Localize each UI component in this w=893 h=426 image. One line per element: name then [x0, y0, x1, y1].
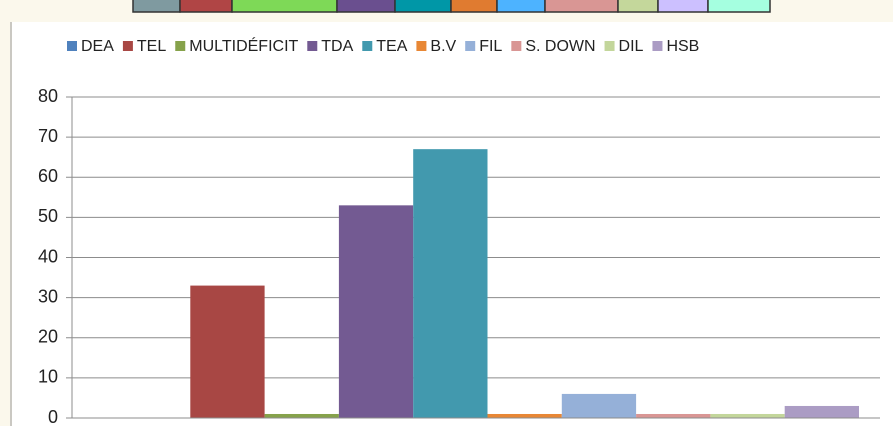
cell [336, 0, 396, 13]
legend-label: HSB [666, 38, 699, 55]
legend-label: TDA [321, 38, 353, 55]
y-tick-label: 80 [38, 86, 58, 106]
legend-label: TEA [376, 38, 407, 55]
legend-label: B.V [430, 38, 456, 55]
y-tick-label: 10 [38, 367, 58, 387]
legend-swatch [175, 41, 186, 51]
bar [561, 393, 637, 418]
legend-swatch [465, 41, 476, 51]
y-tick-label: 60 [38, 166, 58, 186]
y-tick-label: 70 [38, 126, 58, 146]
legend-label: DIL [619, 38, 644, 55]
bar [784, 405, 859, 418]
legend-swatch [67, 41, 77, 51]
legend-label: FIL [479, 38, 502, 55]
legend-swatch [122, 41, 133, 51]
cell [617, 0, 659, 13]
legend-label: TEL [137, 38, 166, 55]
bar [190, 285, 265, 418]
bar [487, 413, 562, 418]
bar [264, 413, 339, 418]
legend-swatch [416, 41, 427, 51]
cell [544, 0, 619, 13]
legend-swatch [511, 41, 522, 51]
cell [496, 0, 546, 13]
bar [710, 413, 785, 418]
cell [132, 0, 181, 13]
cell [231, 0, 338, 13]
y-tick-label: 40 [38, 246, 58, 266]
cell [394, 0, 452, 13]
y-tick-label: 0 [48, 407, 58, 426]
bar [413, 149, 488, 418]
y-tick-label: 30 [38, 286, 58, 306]
legend-swatch [604, 41, 615, 51]
legend-swatch [307, 41, 318, 51]
y-tick-label: 50 [38, 206, 58, 226]
bar [636, 413, 711, 418]
y-tick-label: 20 [38, 327, 58, 347]
cell [657, 0, 709, 13]
bar [338, 205, 414, 418]
table-strip [132, 0, 771, 13]
cell [450, 0, 498, 13]
legend-label: DEA [81, 38, 114, 55]
legend-swatch [652, 41, 663, 51]
legend-label: MULTIDÉFICIT [189, 36, 298, 55]
legend-swatch [362, 41, 373, 51]
cell [179, 0, 233, 13]
legend-label: S. DOWN [525, 38, 595, 55]
cell [707, 0, 771, 13]
